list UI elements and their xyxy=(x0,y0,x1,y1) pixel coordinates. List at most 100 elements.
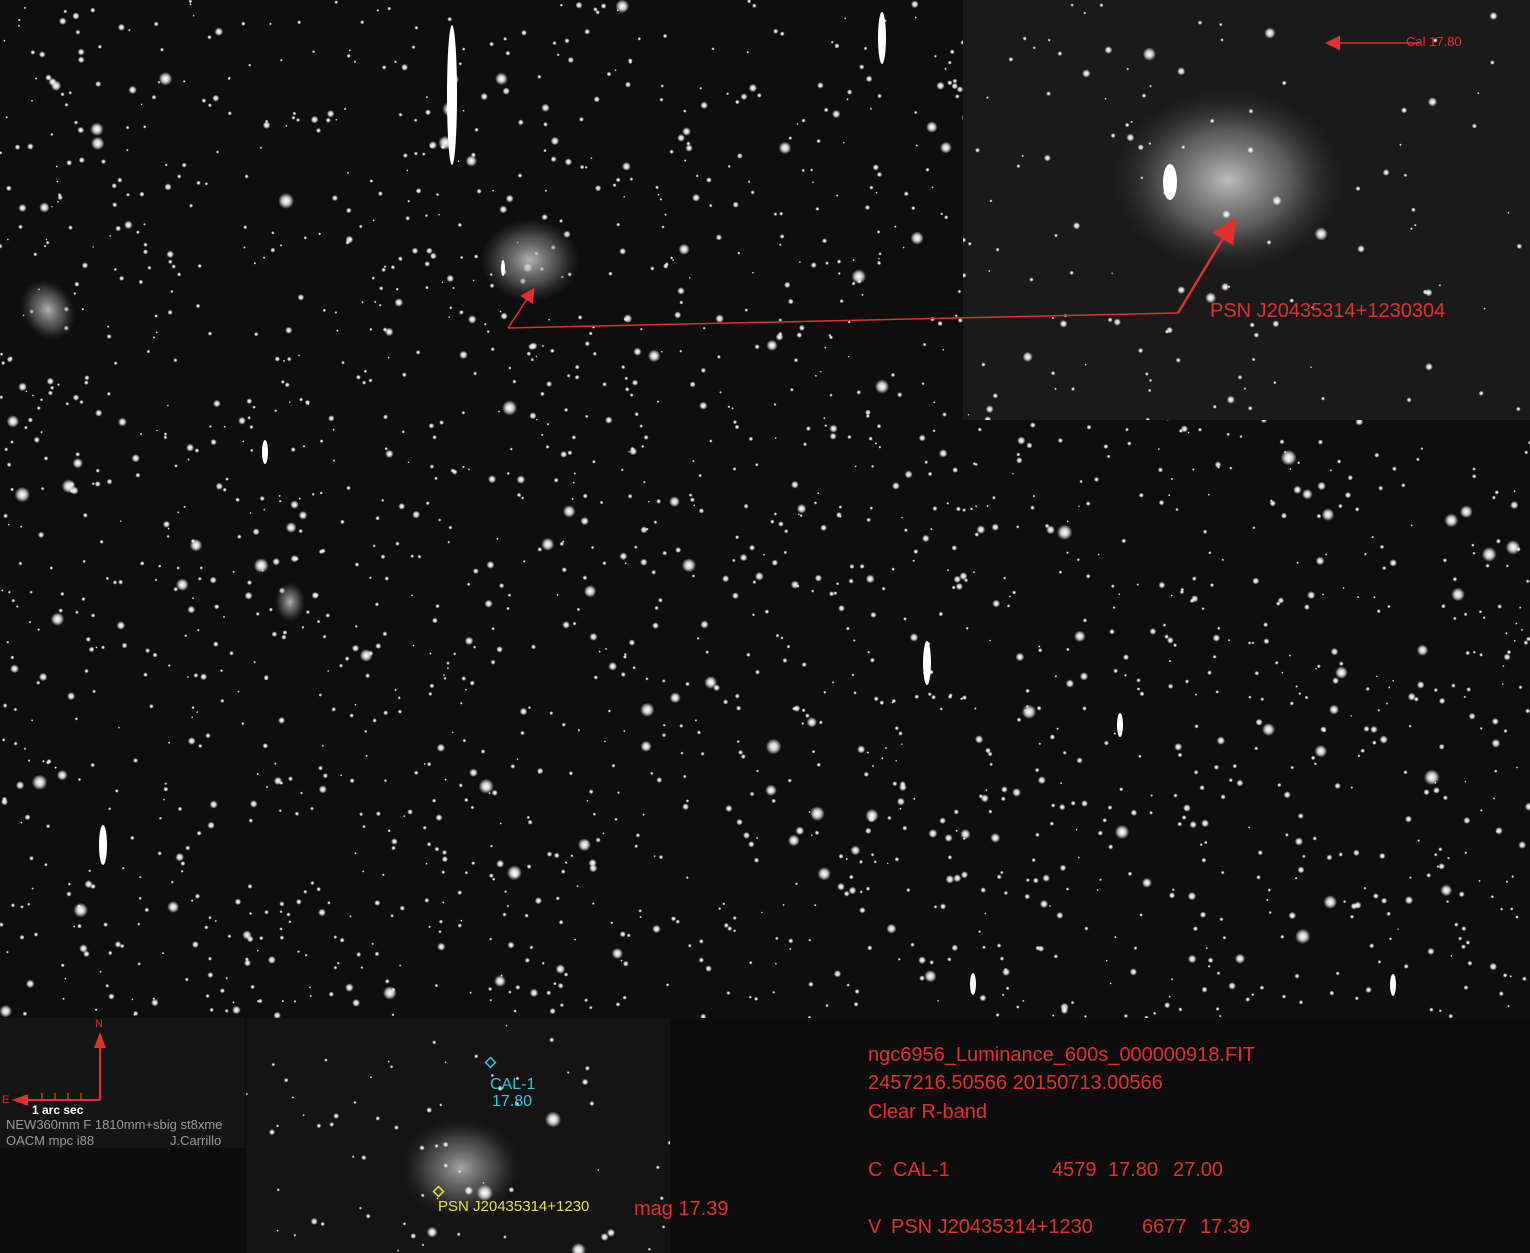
star xyxy=(754,571,764,581)
star xyxy=(398,964,402,967)
star xyxy=(67,882,71,886)
star xyxy=(535,355,538,358)
star xyxy=(624,376,629,381)
star xyxy=(375,1116,381,1121)
star xyxy=(1184,679,1190,684)
star xyxy=(428,925,431,929)
star xyxy=(1262,723,1275,736)
star xyxy=(207,821,215,829)
star xyxy=(940,212,944,216)
star xyxy=(1509,975,1512,978)
star xyxy=(273,1011,281,1020)
star xyxy=(623,317,628,322)
star xyxy=(877,93,882,99)
star xyxy=(638,909,642,913)
star xyxy=(796,122,799,126)
star xyxy=(383,414,388,420)
star xyxy=(867,650,871,654)
star xyxy=(1447,857,1450,860)
star xyxy=(379,286,384,291)
star xyxy=(298,497,301,500)
star xyxy=(60,591,65,597)
star xyxy=(692,193,701,202)
star xyxy=(1298,1000,1304,1005)
star xyxy=(845,857,848,861)
star xyxy=(30,719,34,722)
star xyxy=(376,9,380,12)
star xyxy=(415,350,421,355)
star xyxy=(979,994,987,1002)
star xyxy=(870,852,875,857)
star xyxy=(1522,976,1527,982)
star xyxy=(1112,606,1116,610)
star xyxy=(345,240,350,245)
star xyxy=(1129,968,1138,976)
star xyxy=(1478,879,1481,883)
star xyxy=(946,502,950,505)
star xyxy=(1012,590,1017,595)
star xyxy=(562,621,570,629)
star xyxy=(857,745,866,754)
star xyxy=(72,458,84,469)
star xyxy=(1404,896,1414,905)
star xyxy=(1110,133,1116,139)
star xyxy=(406,169,409,172)
star xyxy=(659,1196,664,1201)
star xyxy=(462,47,466,51)
star xyxy=(1000,870,1004,875)
star xyxy=(1518,606,1522,609)
star xyxy=(615,0,630,14)
star xyxy=(795,826,805,836)
star xyxy=(574,374,580,380)
star xyxy=(1097,553,1100,556)
star xyxy=(1381,897,1388,904)
star xyxy=(58,17,67,26)
star xyxy=(537,547,543,552)
star xyxy=(448,525,453,530)
star xyxy=(303,889,308,894)
star xyxy=(371,276,376,280)
star xyxy=(970,507,974,511)
star xyxy=(437,213,441,216)
star xyxy=(1505,540,1521,555)
star xyxy=(778,521,784,527)
star xyxy=(563,972,569,977)
star xyxy=(256,949,259,952)
star xyxy=(119,520,122,523)
star xyxy=(848,874,854,880)
star xyxy=(1215,1006,1220,1011)
star xyxy=(424,897,430,903)
star xyxy=(1058,570,1063,574)
star xyxy=(1187,891,1197,901)
star xyxy=(611,763,616,768)
star xyxy=(365,754,368,757)
star xyxy=(1166,326,1173,334)
star xyxy=(353,1100,357,1105)
star xyxy=(897,392,903,398)
star xyxy=(549,1037,555,1043)
star xyxy=(810,168,814,172)
star xyxy=(708,203,713,208)
star xyxy=(670,256,674,260)
star xyxy=(43,244,47,248)
star xyxy=(434,983,439,988)
star xyxy=(435,192,440,197)
star xyxy=(576,607,581,612)
star xyxy=(139,875,142,879)
star xyxy=(978,930,982,934)
star xyxy=(967,241,972,246)
star xyxy=(265,785,269,789)
star xyxy=(31,774,48,790)
star xyxy=(288,920,292,924)
star xyxy=(1170,978,1174,981)
star xyxy=(1032,494,1036,498)
star xyxy=(421,1243,425,1247)
star xyxy=(1298,692,1302,696)
star xyxy=(560,869,566,874)
star xyxy=(1249,322,1255,328)
star xyxy=(486,560,495,569)
star xyxy=(162,520,171,528)
star xyxy=(1221,282,1230,292)
star xyxy=(166,534,170,539)
star xyxy=(438,930,442,934)
